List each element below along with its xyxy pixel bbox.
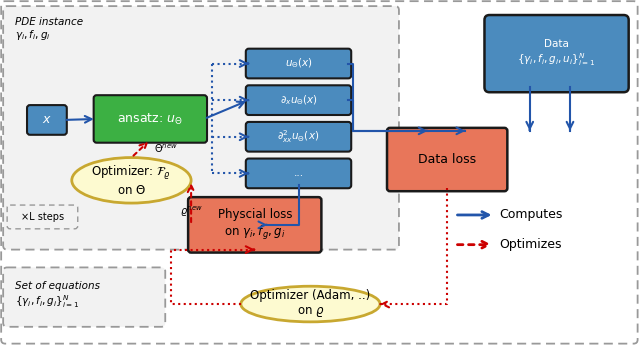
- Text: $u_\Theta(x)$: $u_\Theta(x)$: [285, 57, 312, 70]
- FancyBboxPatch shape: [3, 6, 399, 249]
- Text: ...: ...: [294, 168, 303, 178]
- Ellipse shape: [241, 286, 380, 322]
- FancyBboxPatch shape: [93, 95, 207, 143]
- Text: $\varrho^{new}$: $\varrho^{new}$: [180, 204, 202, 219]
- FancyBboxPatch shape: [246, 122, 351, 152]
- FancyBboxPatch shape: [246, 159, 351, 188]
- FancyBboxPatch shape: [3, 268, 165, 327]
- Text: ansatz: $u_\Theta$: ansatz: $u_\Theta$: [118, 111, 183, 127]
- Text: Physcial loss
on $\gamma_i, f_g, g_i$: Physcial loss on $\gamma_i, f_g, g_i$: [218, 208, 292, 242]
- FancyBboxPatch shape: [246, 49, 351, 78]
- Text: Computes: Computes: [499, 209, 563, 221]
- Text: Optimizer: $\mathcal{F}_{\varrho}$
on $\Theta$: Optimizer: $\mathcal{F}_{\varrho}$ on $\…: [92, 164, 172, 197]
- Text: $\partial_x u_\Theta(x)$: $\partial_x u_\Theta(x)$: [280, 93, 317, 107]
- Text: $\{\gamma_i, f_i, g_i\}_{i=1}^N$: $\{\gamma_i, f_i, g_i\}_{i=1}^N$: [15, 293, 79, 310]
- Text: Data loss: Data loss: [418, 153, 476, 166]
- Ellipse shape: [72, 158, 191, 203]
- Text: $\gamma_i, f_i, g_i$: $\gamma_i, f_i, g_i$: [15, 28, 51, 42]
- FancyBboxPatch shape: [484, 15, 628, 92]
- Text: $x$: $x$: [42, 113, 52, 126]
- Text: Set of equations: Set of equations: [15, 281, 100, 291]
- Text: Optimizes: Optimizes: [499, 238, 562, 251]
- FancyBboxPatch shape: [188, 197, 321, 253]
- FancyBboxPatch shape: [7, 205, 77, 229]
- Text: $\partial^2_{xx} u_\Theta(x)$: $\partial^2_{xx} u_\Theta(x)$: [277, 128, 319, 145]
- FancyBboxPatch shape: [27, 105, 67, 135]
- FancyBboxPatch shape: [387, 128, 508, 191]
- Text: Optimizer (Adam, ..)
on $\varrho$: Optimizer (Adam, ..) on $\varrho$: [250, 289, 371, 319]
- FancyBboxPatch shape: [246, 85, 351, 115]
- Text: Data
$\{\gamma_i, f_i, g_i, u_i\}_{i=1}^N$: Data $\{\gamma_i, f_i, g_i, u_i\}_{i=1}^…: [517, 39, 596, 68]
- Text: PDE instance: PDE instance: [15, 17, 83, 27]
- Text: $\Theta^{new}$: $\Theta^{new}$: [154, 143, 178, 155]
- Text: ×L steps: ×L steps: [21, 212, 64, 222]
